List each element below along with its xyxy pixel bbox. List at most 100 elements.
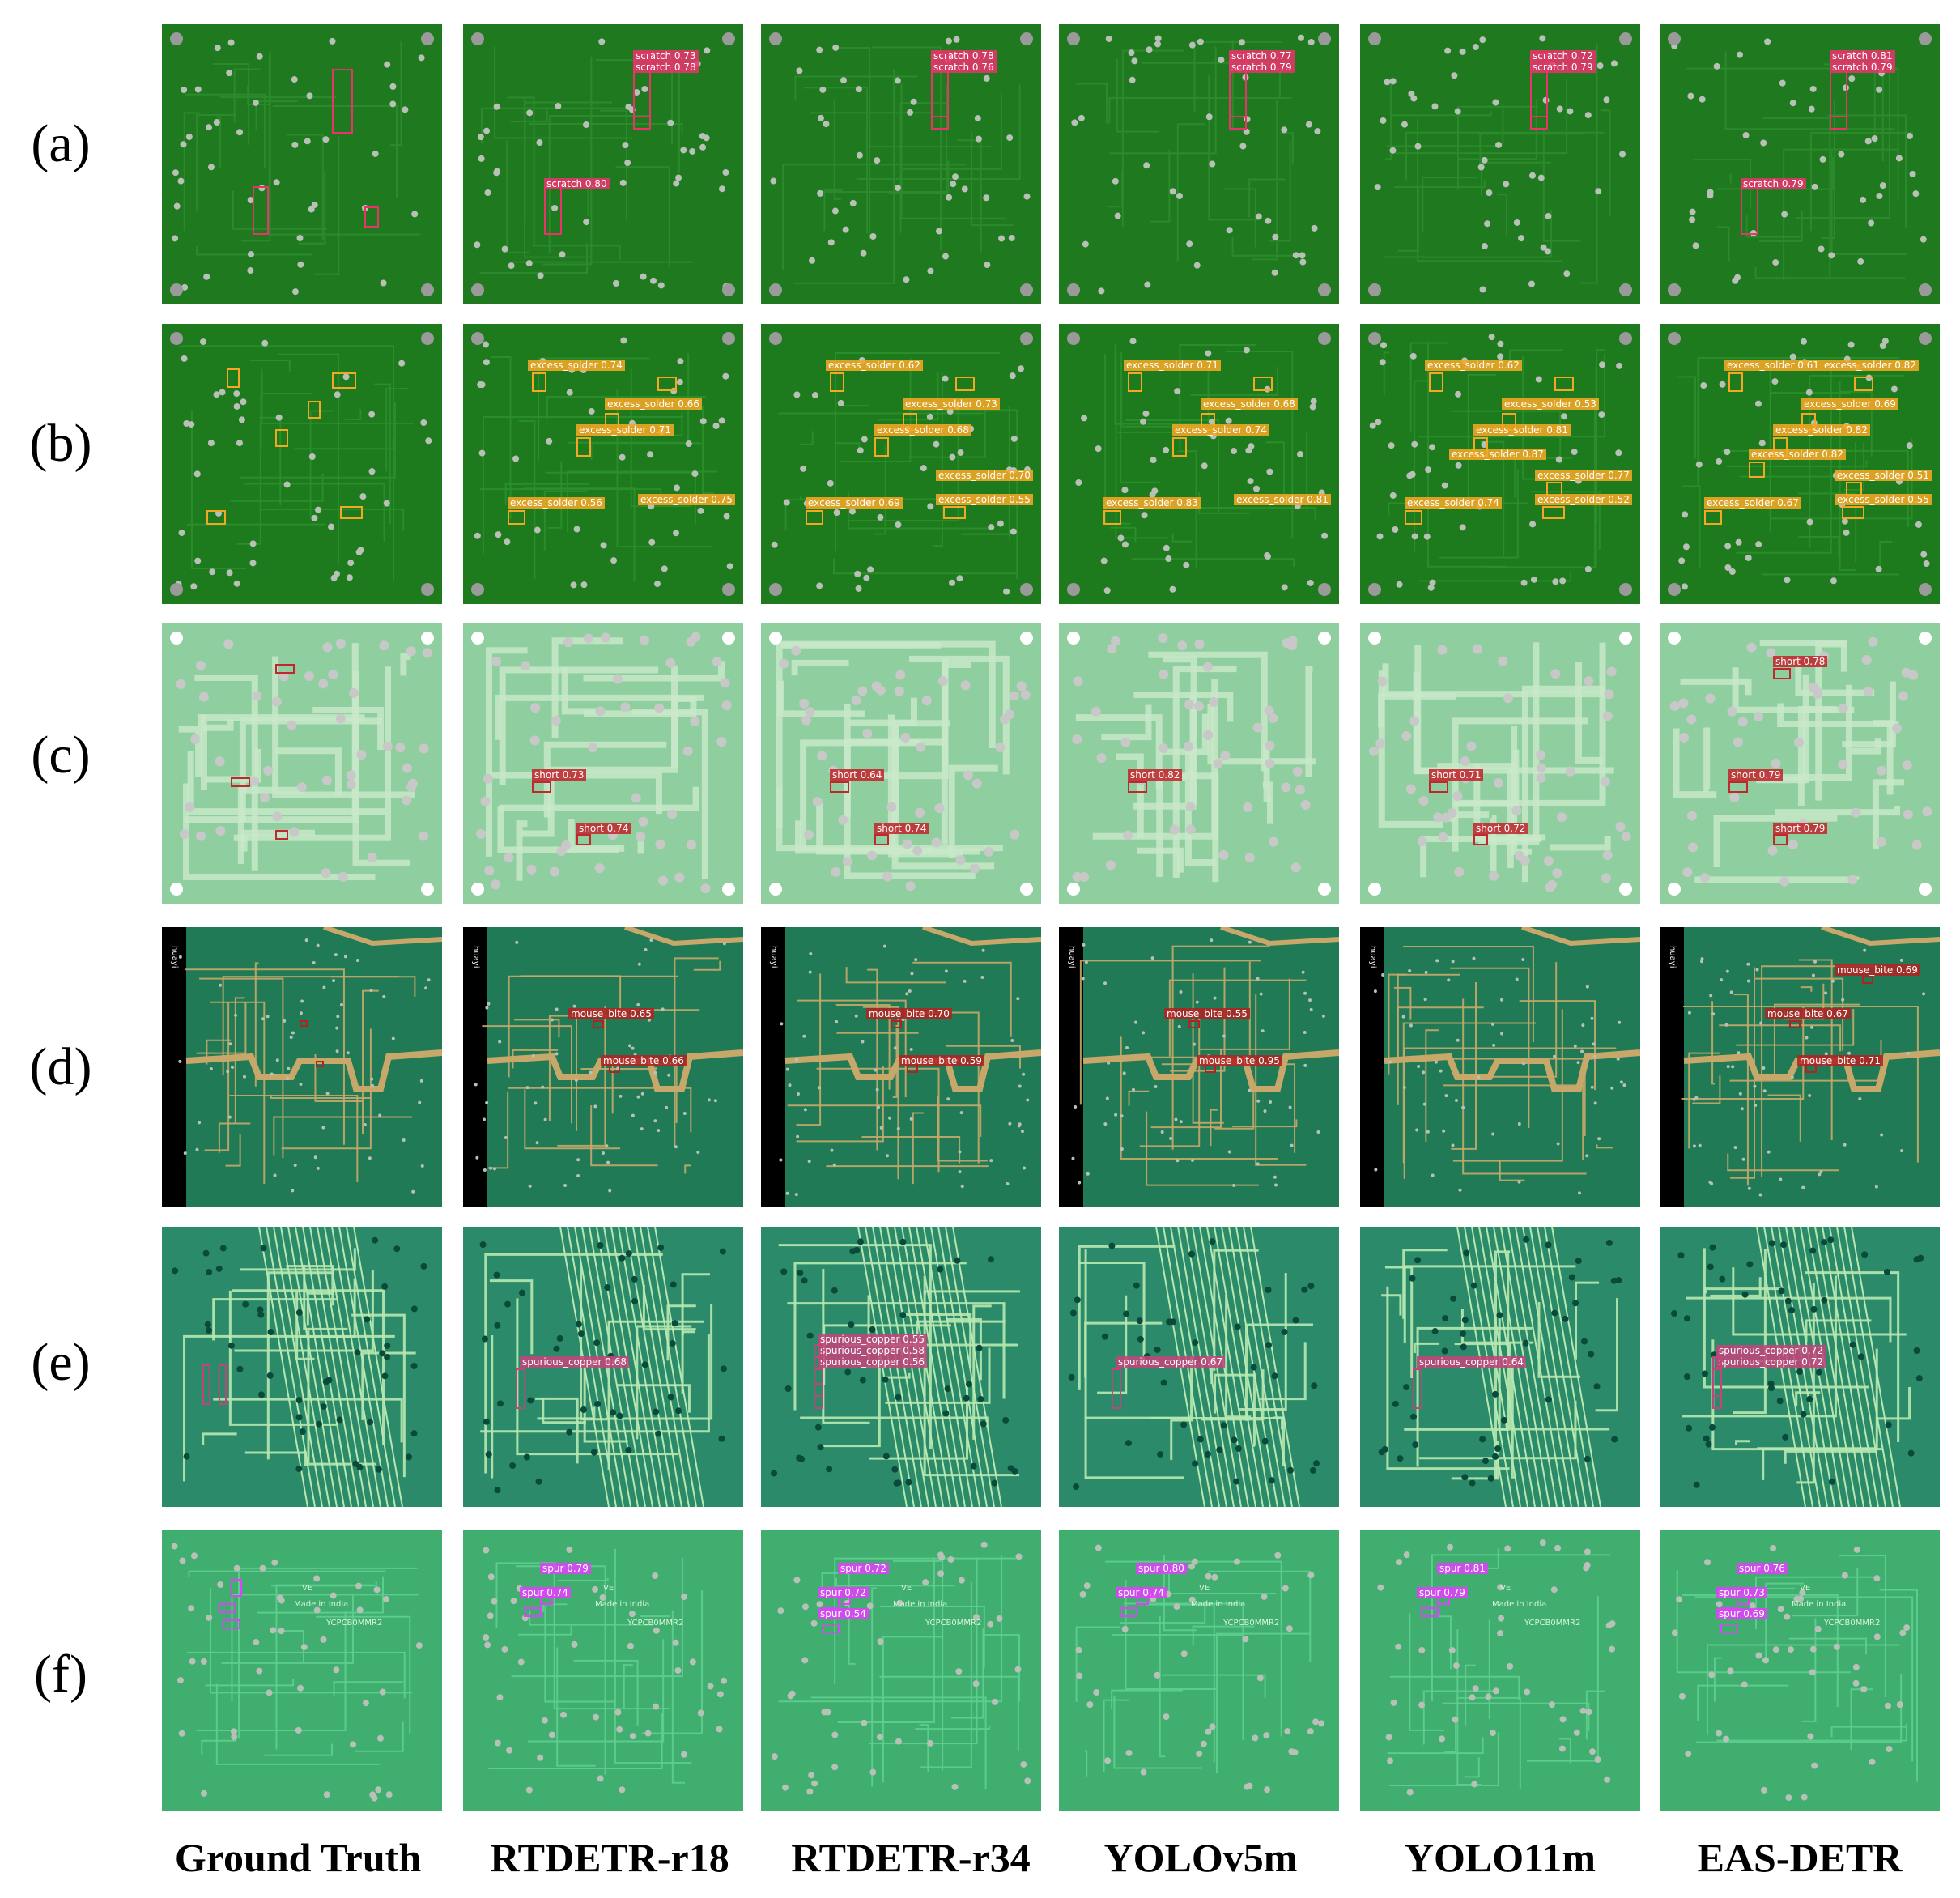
pcb-trace bbox=[1719, 1024, 1842, 1052]
solder-pad bbox=[796, 1092, 800, 1096]
solder-pad bbox=[716, 737, 727, 747]
solder-pad bbox=[1195, 1000, 1199, 1004]
solder-pad bbox=[289, 827, 300, 837]
solder-pad bbox=[1265, 1342, 1273, 1349]
solder-pad bbox=[1700, 957, 1704, 961]
black-side-strip bbox=[162, 927, 186, 1207]
pcb-board-background bbox=[162, 1530, 442, 1811]
solder-pad bbox=[1841, 517, 1848, 525]
solder-pad bbox=[869, 1768, 877, 1776]
solder-pad bbox=[977, 1395, 984, 1402]
solder-pad bbox=[1800, 1411, 1807, 1418]
pcb-trace bbox=[776, 787, 1003, 852]
solder-pad bbox=[933, 440, 940, 448]
detection-box bbox=[1429, 781, 1448, 793]
solder-pad bbox=[832, 1163, 836, 1167]
solder-pad bbox=[1876, 86, 1883, 93]
pcb-trace bbox=[684, 1164, 691, 1174]
solder-pad bbox=[625, 1250, 632, 1258]
solder-pad bbox=[476, 828, 487, 839]
solder-pad bbox=[1307, 1572, 1315, 1579]
solder-pad bbox=[1681, 583, 1688, 590]
pcb-trace bbox=[1128, 1090, 1150, 1106]
solder-pad bbox=[1544, 248, 1551, 255]
detection-label: spur 0.74 bbox=[520, 1587, 571, 1598]
solder-pad bbox=[1755, 968, 1759, 972]
solder-pad bbox=[1268, 713, 1278, 724]
solder-pad bbox=[1466, 741, 1477, 751]
solder-pad bbox=[619, 1786, 626, 1794]
solder-pad bbox=[1272, 233, 1279, 240]
solder-pad bbox=[980, 1541, 988, 1548]
solder-pad bbox=[1720, 978, 1724, 982]
solder-pad bbox=[1218, 849, 1229, 860]
solder-pad bbox=[1299, 252, 1306, 259]
solder-pad bbox=[1154, 40, 1162, 48]
solder-pad bbox=[1456, 1038, 1460, 1042]
detection-label: short 0.79 bbox=[1773, 823, 1828, 834]
solder-pad bbox=[926, 413, 933, 420]
solder-pad bbox=[854, 570, 861, 577]
solder-pad bbox=[482, 341, 489, 348]
solder-pad bbox=[817, 1086, 821, 1090]
pcb-trace bbox=[1735, 1440, 1750, 1445]
pcb-trace bbox=[361, 1351, 416, 1420]
pcb-trace bbox=[1389, 111, 1492, 117]
solder-pad bbox=[195, 661, 206, 671]
panel-d-2: huayi mouse_bite 0.70 mouse_bite 0.59 bbox=[761, 927, 1041, 1207]
solder-pad bbox=[541, 1085, 545, 1089]
detection-label: excess_solder 0.62 bbox=[1425, 360, 1522, 371]
solder-pad bbox=[295, 1726, 302, 1734]
solder-pad bbox=[983, 74, 990, 82]
solder-pad bbox=[1615, 822, 1626, 832]
solder-pad bbox=[1522, 1062, 1526, 1066]
pcb-trace bbox=[903, 1313, 972, 1368]
pcb-trace bbox=[1694, 1596, 1914, 1762]
detection-label: excess_solder 0.68 bbox=[874, 424, 971, 436]
solder-pad bbox=[1784, 577, 1791, 584]
detection-label: excess_solder 0.82 bbox=[1773, 424, 1870, 436]
detection-label: excess_solder 0.74 bbox=[1172, 424, 1269, 436]
solder-pad bbox=[960, 680, 971, 691]
solder-pad bbox=[1140, 418, 1147, 425]
pcb-trace bbox=[1265, 441, 1285, 502]
solder-pad bbox=[1009, 372, 1016, 380]
solder-pad bbox=[242, 1300, 249, 1308]
board-silkscreen-text: YCPCB0MMR2 bbox=[627, 1619, 684, 1628]
solder-pad bbox=[215, 826, 226, 836]
solder-pad bbox=[665, 657, 676, 668]
solder-pad bbox=[297, 261, 304, 268]
pcb-trace bbox=[1677, 376, 1696, 459]
solder-pad bbox=[1709, 994, 1713, 998]
solder-pad bbox=[1778, 1287, 1785, 1295]
detection-label: spur 0.79 bbox=[540, 1563, 591, 1574]
solder-pad bbox=[508, 262, 515, 270]
pcb-image bbox=[1360, 1530, 1640, 1811]
solder-pad bbox=[1303, 991, 1307, 995]
solder-pad bbox=[275, 414, 283, 421]
solder-pad bbox=[649, 938, 653, 943]
solder-pad bbox=[1779, 79, 1786, 87]
solder-pad bbox=[504, 1135, 508, 1139]
pcb-trace bbox=[702, 405, 715, 495]
row-label-b: (b) bbox=[29, 414, 92, 473]
solder-pad bbox=[1385, 1734, 1392, 1741]
solder-pad bbox=[233, 390, 240, 398]
solder-pad bbox=[1460, 1330, 1467, 1337]
solder-pad bbox=[1016, 997, 1020, 1001]
solder-pad bbox=[958, 1150, 962, 1154]
detection-box bbox=[1728, 781, 1748, 793]
pcb-trace bbox=[1084, 1750, 1088, 1777]
solder-pad bbox=[1287, 1466, 1295, 1474]
solder-pad bbox=[1437, 645, 1448, 655]
pcb-trace bbox=[584, 696, 697, 717]
mounting-hole bbox=[769, 632, 782, 645]
parallel-trace bbox=[1235, 1227, 1286, 1507]
solder-pad bbox=[1455, 462, 1462, 469]
pcb-trace bbox=[1676, 1570, 1851, 1674]
solder-pad bbox=[278, 1628, 285, 1635]
pcb-trace bbox=[480, 107, 626, 144]
solder-pad bbox=[1884, 1702, 1891, 1709]
mounting-hole bbox=[1067, 583, 1080, 596]
pcb-trace bbox=[1163, 656, 1197, 806]
